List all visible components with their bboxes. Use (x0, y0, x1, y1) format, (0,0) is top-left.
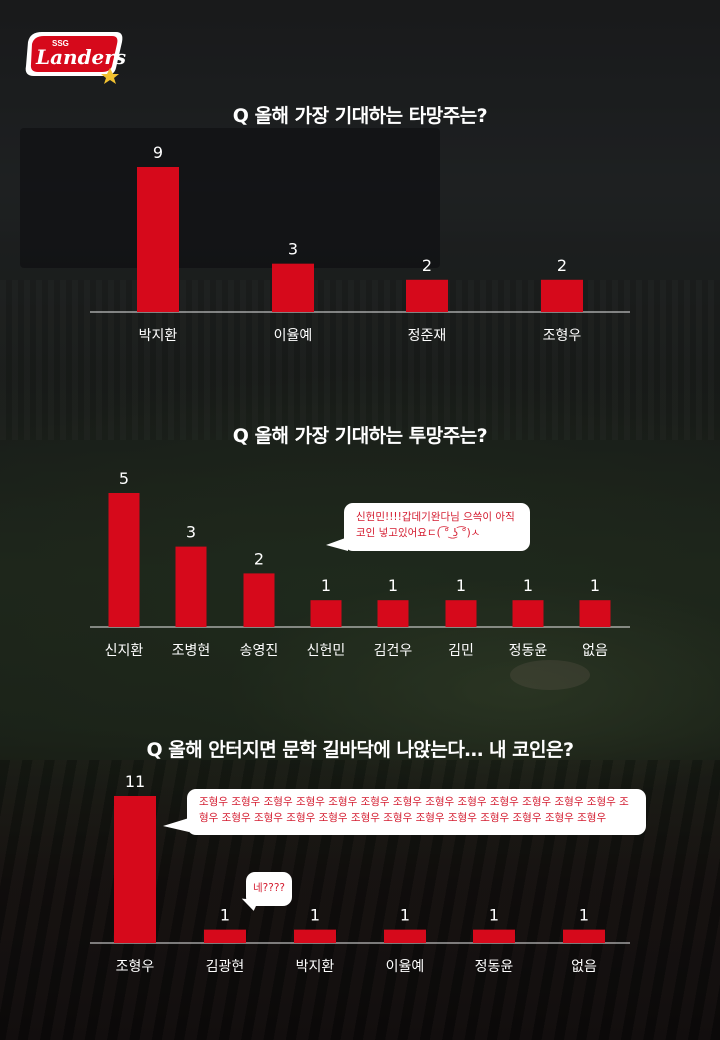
bar-value-label: 2 (254, 549, 264, 568)
pitcher-bubble-tail (326, 537, 348, 551)
category-label: 김민 (448, 643, 474, 659)
category-label: 송영진 (240, 643, 279, 659)
category-label: 이율예 (274, 328, 313, 344)
bar-value-label: 1 (579, 906, 589, 925)
category-label: 이율예 (386, 959, 425, 975)
bar-value-label: 11 (125, 772, 145, 791)
bar-김민 (445, 600, 477, 627)
infield-backdrop (510, 660, 590, 690)
category-label: 조형우 (116, 959, 155, 975)
category-label: 박지환 (139, 328, 178, 344)
bar-value-label: 1 (220, 906, 230, 925)
coin-comment-bubble-2: 네???? (246, 872, 292, 906)
category-label: 박지환 (296, 959, 335, 975)
bar-김건우 (377, 600, 409, 627)
chart-3-title: Q 올해 안터지면 문학 길바닥에 나앉는다… 내 코인은? (146, 739, 574, 761)
bar-정동윤 (473, 929, 515, 943)
pitcher-comment-bubble: 신헌민!!!!갑데기완다님 으쓱이 아직 코인 넣고있어요ㄷ( ͡° ͜ʖ ͡°… (344, 503, 530, 551)
category-label: 정동윤 (475, 959, 514, 975)
bar-value-label: 3 (288, 240, 298, 259)
bar-value-label: 1 (321, 576, 331, 595)
bar-value-label: 2 (422, 256, 432, 275)
bar-value-label: 1 (400, 906, 410, 925)
bar-조형우 (541, 279, 583, 312)
bar-박지환 (137, 167, 179, 312)
stands-backdrop (0, 280, 720, 440)
bar-value-label: 1 (590, 576, 600, 595)
category-label: 김건우 (374, 643, 413, 659)
bar-정준재 (406, 279, 448, 312)
category-label: 없음 (582, 643, 608, 659)
bar-신헌민 (310, 600, 342, 627)
bar-박지환 (294, 929, 336, 943)
bar-김광현 (204, 929, 246, 943)
category-label: 신지환 (105, 643, 144, 659)
bar-value-label: 1 (456, 576, 466, 595)
bar-조병현 (175, 546, 207, 627)
category-label: 조병현 (172, 643, 211, 659)
bar-value-label: 1 (523, 576, 533, 595)
bar-이율예 (384, 929, 426, 943)
chart-2-title: Q 올해 가장 기대하는 투망주는? (232, 425, 488, 447)
bar-value-label: 1 (489, 906, 499, 925)
bar-value-label: 1 (310, 906, 320, 925)
coin-comment-2-text: 네???? (253, 882, 285, 894)
bar-value-label: 1 (388, 576, 398, 595)
bar-정동윤 (512, 600, 544, 627)
bar-조형우 (114, 796, 156, 943)
pitcher-comment-text: 신헌민!!!!갑데기완다님 으쓱이 아직 코인 넣고있어요ㄷ( ͡° ͜ʖ ͡°… (356, 511, 515, 539)
bar-value-label: 2 (557, 256, 567, 275)
category-label: 신헌민 (307, 643, 346, 659)
bar-이율예 (272, 263, 314, 312)
bar-신지환 (108, 493, 140, 627)
chart-1-title: Q 올해 가장 기대하는 타망주는? (232, 105, 488, 127)
scoreboard-backdrop (20, 128, 440, 268)
bar-없음 (579, 600, 611, 627)
logo-small-text: SSG (52, 39, 69, 48)
category-label: 정준재 (408, 328, 447, 344)
coin-bubble-1-tail (163, 818, 189, 832)
bar-value-label: 3 (186, 523, 196, 542)
bar-송영진 (243, 573, 275, 627)
coin-comment-bubble-1: 조형우 조형우 조형우 조형우 조형우 조형우 조형우 조형우 조형우 조형우 … (187, 789, 646, 835)
category-label: 없음 (571, 959, 597, 975)
category-label: 조형우 (543, 328, 582, 344)
category-label: 정동윤 (509, 643, 548, 659)
bar-value-label: 5 (119, 469, 129, 488)
landers-logo: SSG Landers (25, 32, 126, 84)
category-label: 김광현 (206, 959, 245, 975)
logo-main-text: Landers (35, 45, 126, 69)
bar-value-label: 9 (153, 143, 163, 162)
coin-comment-1-text: 조형우 조형우 조형우 조형우 조형우 조형우 조형우 조형우 조형우 조형우 … (199, 796, 629, 824)
bar-없음 (563, 929, 605, 943)
